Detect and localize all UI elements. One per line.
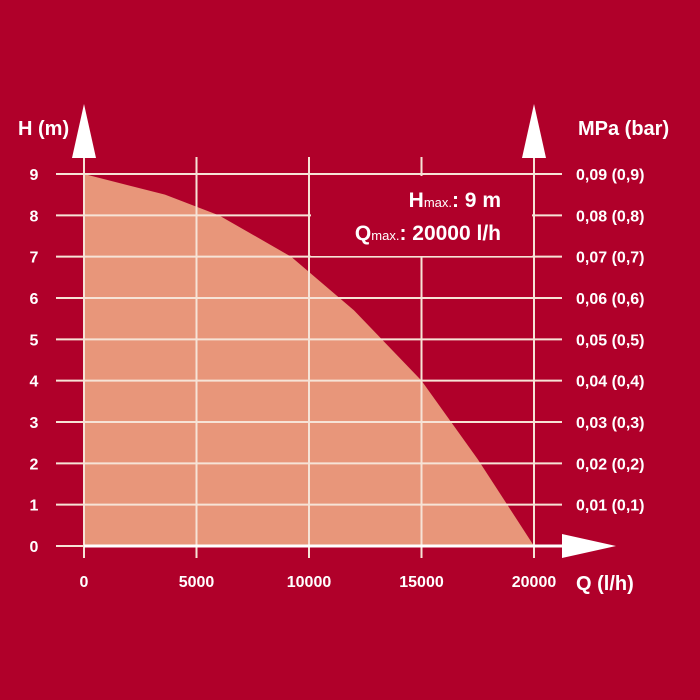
- y-axis-label: H (m): [18, 118, 69, 140]
- x-tick-label: 5000: [179, 574, 215, 591]
- y2-tick-label: 0,09 (0,9): [576, 167, 644, 184]
- x-tick-label: 20000: [512, 574, 557, 591]
- x-tick-label: 0: [80, 574, 89, 591]
- y-tick-label: 4: [30, 374, 39, 391]
- y2-tick-label: 0,03 (0,3): [576, 415, 644, 432]
- hmax-annotation: Hmax.: 9 m: [409, 189, 501, 212]
- y2-tick-label: 0,04 (0,4): [576, 374, 644, 391]
- y2-axis-arrow-icon: [522, 104, 546, 158]
- y2-tick-label: 0,07 (0,7): [576, 250, 644, 267]
- y2-tick-label: 0,05 (0,5): [576, 332, 644, 349]
- y-tick-label: 2: [30, 456, 39, 473]
- y-tick-label: 6: [30, 291, 39, 308]
- y-tick-label: 3: [30, 415, 39, 432]
- y-tick-label: 8: [30, 208, 39, 225]
- y2-tick-label: 0,08 (0,8): [576, 208, 644, 225]
- annotation-box: [311, 176, 532, 256]
- x-axis-arrow-icon: [562, 534, 616, 558]
- x-tick-label: 15000: [399, 574, 444, 591]
- x-axis-label: Q (l/h): [576, 573, 634, 595]
- y-axis-arrow-icon: [72, 104, 96, 158]
- y-tick-label: 1: [30, 498, 39, 515]
- qmax-annotation: Qmax.: 20000 l/h: [355, 222, 501, 245]
- y2-axis-label: MPa (bar): [578, 118, 669, 140]
- y2-tick-label: 0,06 (0,6): [576, 291, 644, 308]
- y-tick-label: 7: [30, 250, 39, 267]
- x-tick-label: 10000: [287, 574, 332, 591]
- y2-tick-label: 0,02 (0,2): [576, 456, 644, 473]
- y-tick-label: 9: [30, 167, 39, 184]
- y2-tick-label: 0,01 (0,1): [576, 498, 644, 515]
- y-tick-label: 0: [30, 539, 39, 556]
- y-tick-label: 5: [30, 332, 39, 349]
